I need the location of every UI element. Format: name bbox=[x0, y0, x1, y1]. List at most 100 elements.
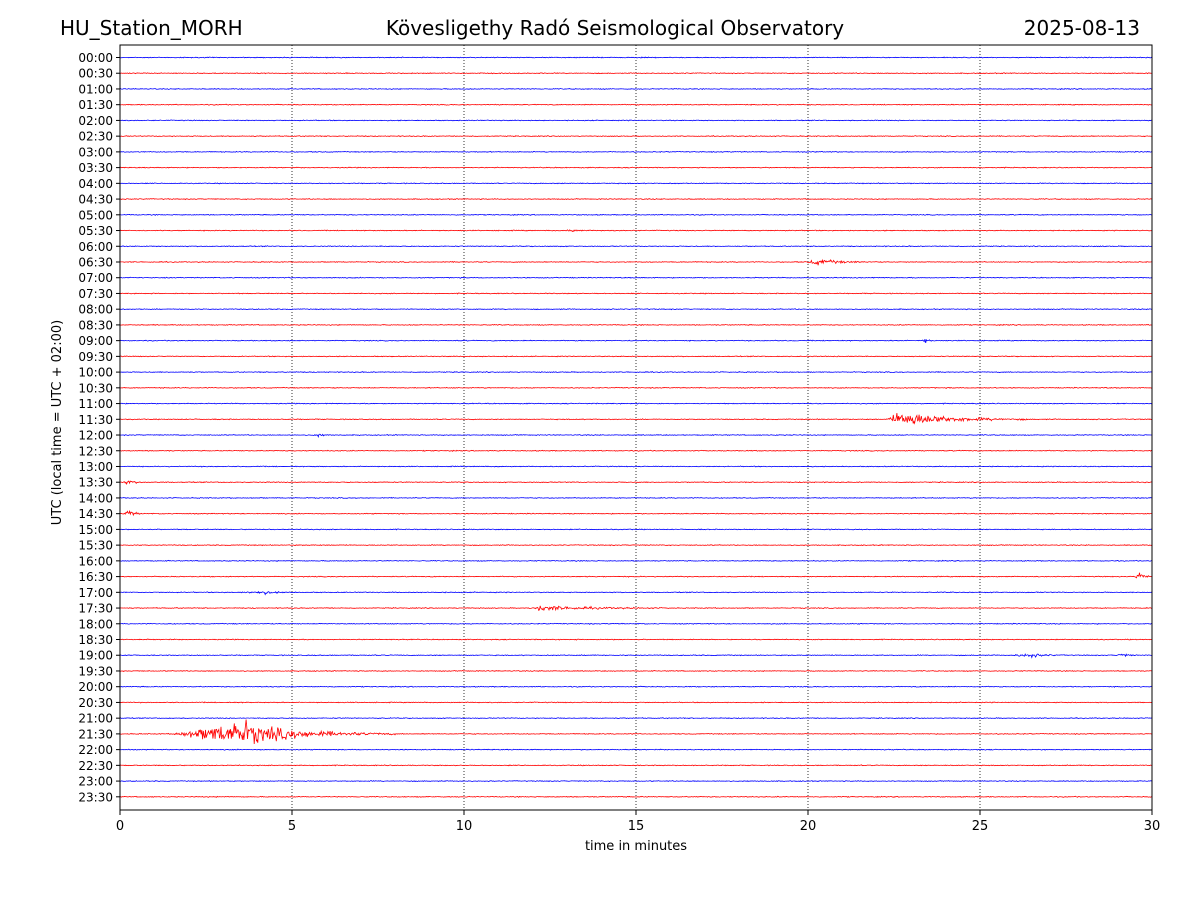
y-tick-label: 10:00 bbox=[78, 366, 113, 380]
y-tick-label: 11:00 bbox=[78, 397, 113, 411]
trace-0530 bbox=[119, 229, 1153, 232]
seismic-traces bbox=[119, 56, 1153, 798]
grid-lines bbox=[291, 45, 981, 810]
y-tick-label: 05:00 bbox=[78, 208, 113, 222]
trace-1200 bbox=[119, 433, 1153, 439]
y-tick-label: 07:30 bbox=[78, 287, 113, 301]
trace-1330 bbox=[119, 480, 1153, 485]
x-tick-label: 0 bbox=[116, 819, 124, 834]
y-tick-label: 00:30 bbox=[78, 67, 113, 81]
trace-1100 bbox=[119, 402, 1153, 405]
trace-1900 bbox=[119, 653, 1153, 659]
y-tick-label: 02:30 bbox=[78, 130, 113, 144]
trace-2230 bbox=[119, 764, 1153, 767]
trace-1000 bbox=[119, 371, 1153, 374]
y-tick-label: 20:00 bbox=[78, 680, 113, 694]
y-tick-label: 10:30 bbox=[78, 381, 113, 395]
trace-0800 bbox=[119, 308, 1153, 311]
trace-0030 bbox=[119, 72, 1153, 75]
trace-0300 bbox=[119, 150, 1153, 153]
trace-1730 bbox=[119, 605, 1153, 612]
y-tick-label: 21:00 bbox=[78, 712, 113, 726]
x-tick-label: 20 bbox=[800, 819, 817, 834]
x-tick-label: 15 bbox=[628, 819, 645, 834]
y-tick-label: 17:00 bbox=[78, 586, 113, 600]
trace-0830 bbox=[119, 323, 1153, 327]
trace-1830 bbox=[119, 638, 1153, 641]
trace-0200 bbox=[119, 119, 1153, 122]
y-tick-label: 22:30 bbox=[78, 759, 113, 773]
y-tick-label: 08:30 bbox=[78, 318, 113, 332]
y-tick-label: 12:30 bbox=[78, 444, 113, 458]
y-tick-label: 00:00 bbox=[78, 51, 113, 65]
trace-0600 bbox=[119, 245, 1153, 248]
y-tick-label: 19:30 bbox=[78, 664, 113, 678]
trace-0700 bbox=[119, 276, 1153, 279]
y-tick-label: 08:00 bbox=[78, 303, 113, 317]
trace-0400 bbox=[119, 182, 1153, 185]
x-axis-ticks: 0 5 10 15 20 25 30 bbox=[116, 810, 1160, 834]
y-tick-label: 23:30 bbox=[78, 790, 113, 804]
y-tick-label: 22:00 bbox=[78, 743, 113, 757]
trace-2330 bbox=[119, 795, 1153, 798]
y-tick-label: 09:30 bbox=[78, 350, 113, 364]
y-tick-label: 18:30 bbox=[78, 633, 113, 647]
trace-1500 bbox=[119, 528, 1153, 531]
trace-2030 bbox=[119, 701, 1153, 704]
y-tick-label: 17:30 bbox=[78, 602, 113, 616]
y-tick-label: 03:30 bbox=[78, 161, 113, 175]
y-tick-label: 16:30 bbox=[78, 570, 113, 584]
trace-0900 bbox=[119, 339, 1153, 344]
trace-0630 bbox=[119, 258, 1153, 266]
trace-0330 bbox=[119, 166, 1153, 169]
trace-1300 bbox=[119, 465, 1153, 468]
y-tick-label: 04:00 bbox=[78, 177, 113, 191]
y-tick-label: 14:30 bbox=[78, 507, 113, 521]
y-tick-label: 02:00 bbox=[78, 114, 113, 128]
trace-1600 bbox=[119, 559, 1153, 562]
trace-0730 bbox=[119, 292, 1153, 295]
y-tick-label: 14:00 bbox=[78, 491, 113, 505]
trace-1030 bbox=[119, 386, 1153, 389]
y-tick-label: 11:30 bbox=[78, 413, 113, 427]
y-tick-label: 05:30 bbox=[78, 224, 113, 238]
trace-0500 bbox=[119, 213, 1153, 216]
chart-date: 2025-08-13 bbox=[1023, 16, 1140, 40]
trace-0000 bbox=[119, 56, 1153, 59]
y-tick-label: 03:00 bbox=[78, 145, 113, 159]
trace-1130 bbox=[119, 412, 1153, 425]
trace-1400 bbox=[119, 496, 1153, 499]
y-tick-label: 18:00 bbox=[78, 617, 113, 631]
trace-1930 bbox=[119, 669, 1153, 673]
y-tick-label: 13:00 bbox=[78, 460, 113, 474]
y-tick-label: 16:00 bbox=[78, 554, 113, 568]
trace-0930 bbox=[119, 355, 1153, 358]
y-axis-label: UTC (local time = UTC + 02:00) bbox=[50, 320, 65, 525]
y-tick-label: 09:00 bbox=[78, 334, 113, 348]
trace-2200 bbox=[119, 748, 1153, 751]
y-tick-label: 01:00 bbox=[78, 82, 113, 96]
trace-0130 bbox=[119, 103, 1153, 106]
trace-1230 bbox=[119, 449, 1153, 452]
trace-2130 bbox=[119, 719, 1153, 744]
y-tick-label: 07:00 bbox=[78, 271, 113, 285]
y-tick-label: 13:30 bbox=[78, 476, 113, 490]
y-tick-label: 06:30 bbox=[78, 255, 113, 269]
y-tick-label: 15:00 bbox=[78, 523, 113, 537]
trace-1530 bbox=[119, 544, 1153, 547]
y-tick-label: 23:00 bbox=[78, 775, 113, 789]
trace-2300 bbox=[119, 780, 1153, 783]
trace-1630 bbox=[119, 572, 1153, 579]
y-tick-label: 20:30 bbox=[78, 696, 113, 710]
x-axis-label: time in minutes bbox=[585, 839, 687, 854]
y-tick-label: 15:30 bbox=[78, 539, 113, 553]
y-tick-label: 12:00 bbox=[78, 429, 113, 443]
trace-2100 bbox=[119, 717, 1153, 720]
y-tick-label: 06:00 bbox=[78, 240, 113, 254]
x-tick-label: 30 bbox=[1144, 819, 1161, 834]
trace-1700 bbox=[119, 590, 1153, 596]
y-tick-label: 04:30 bbox=[78, 193, 113, 207]
trace-0100 bbox=[119, 87, 1152, 91]
